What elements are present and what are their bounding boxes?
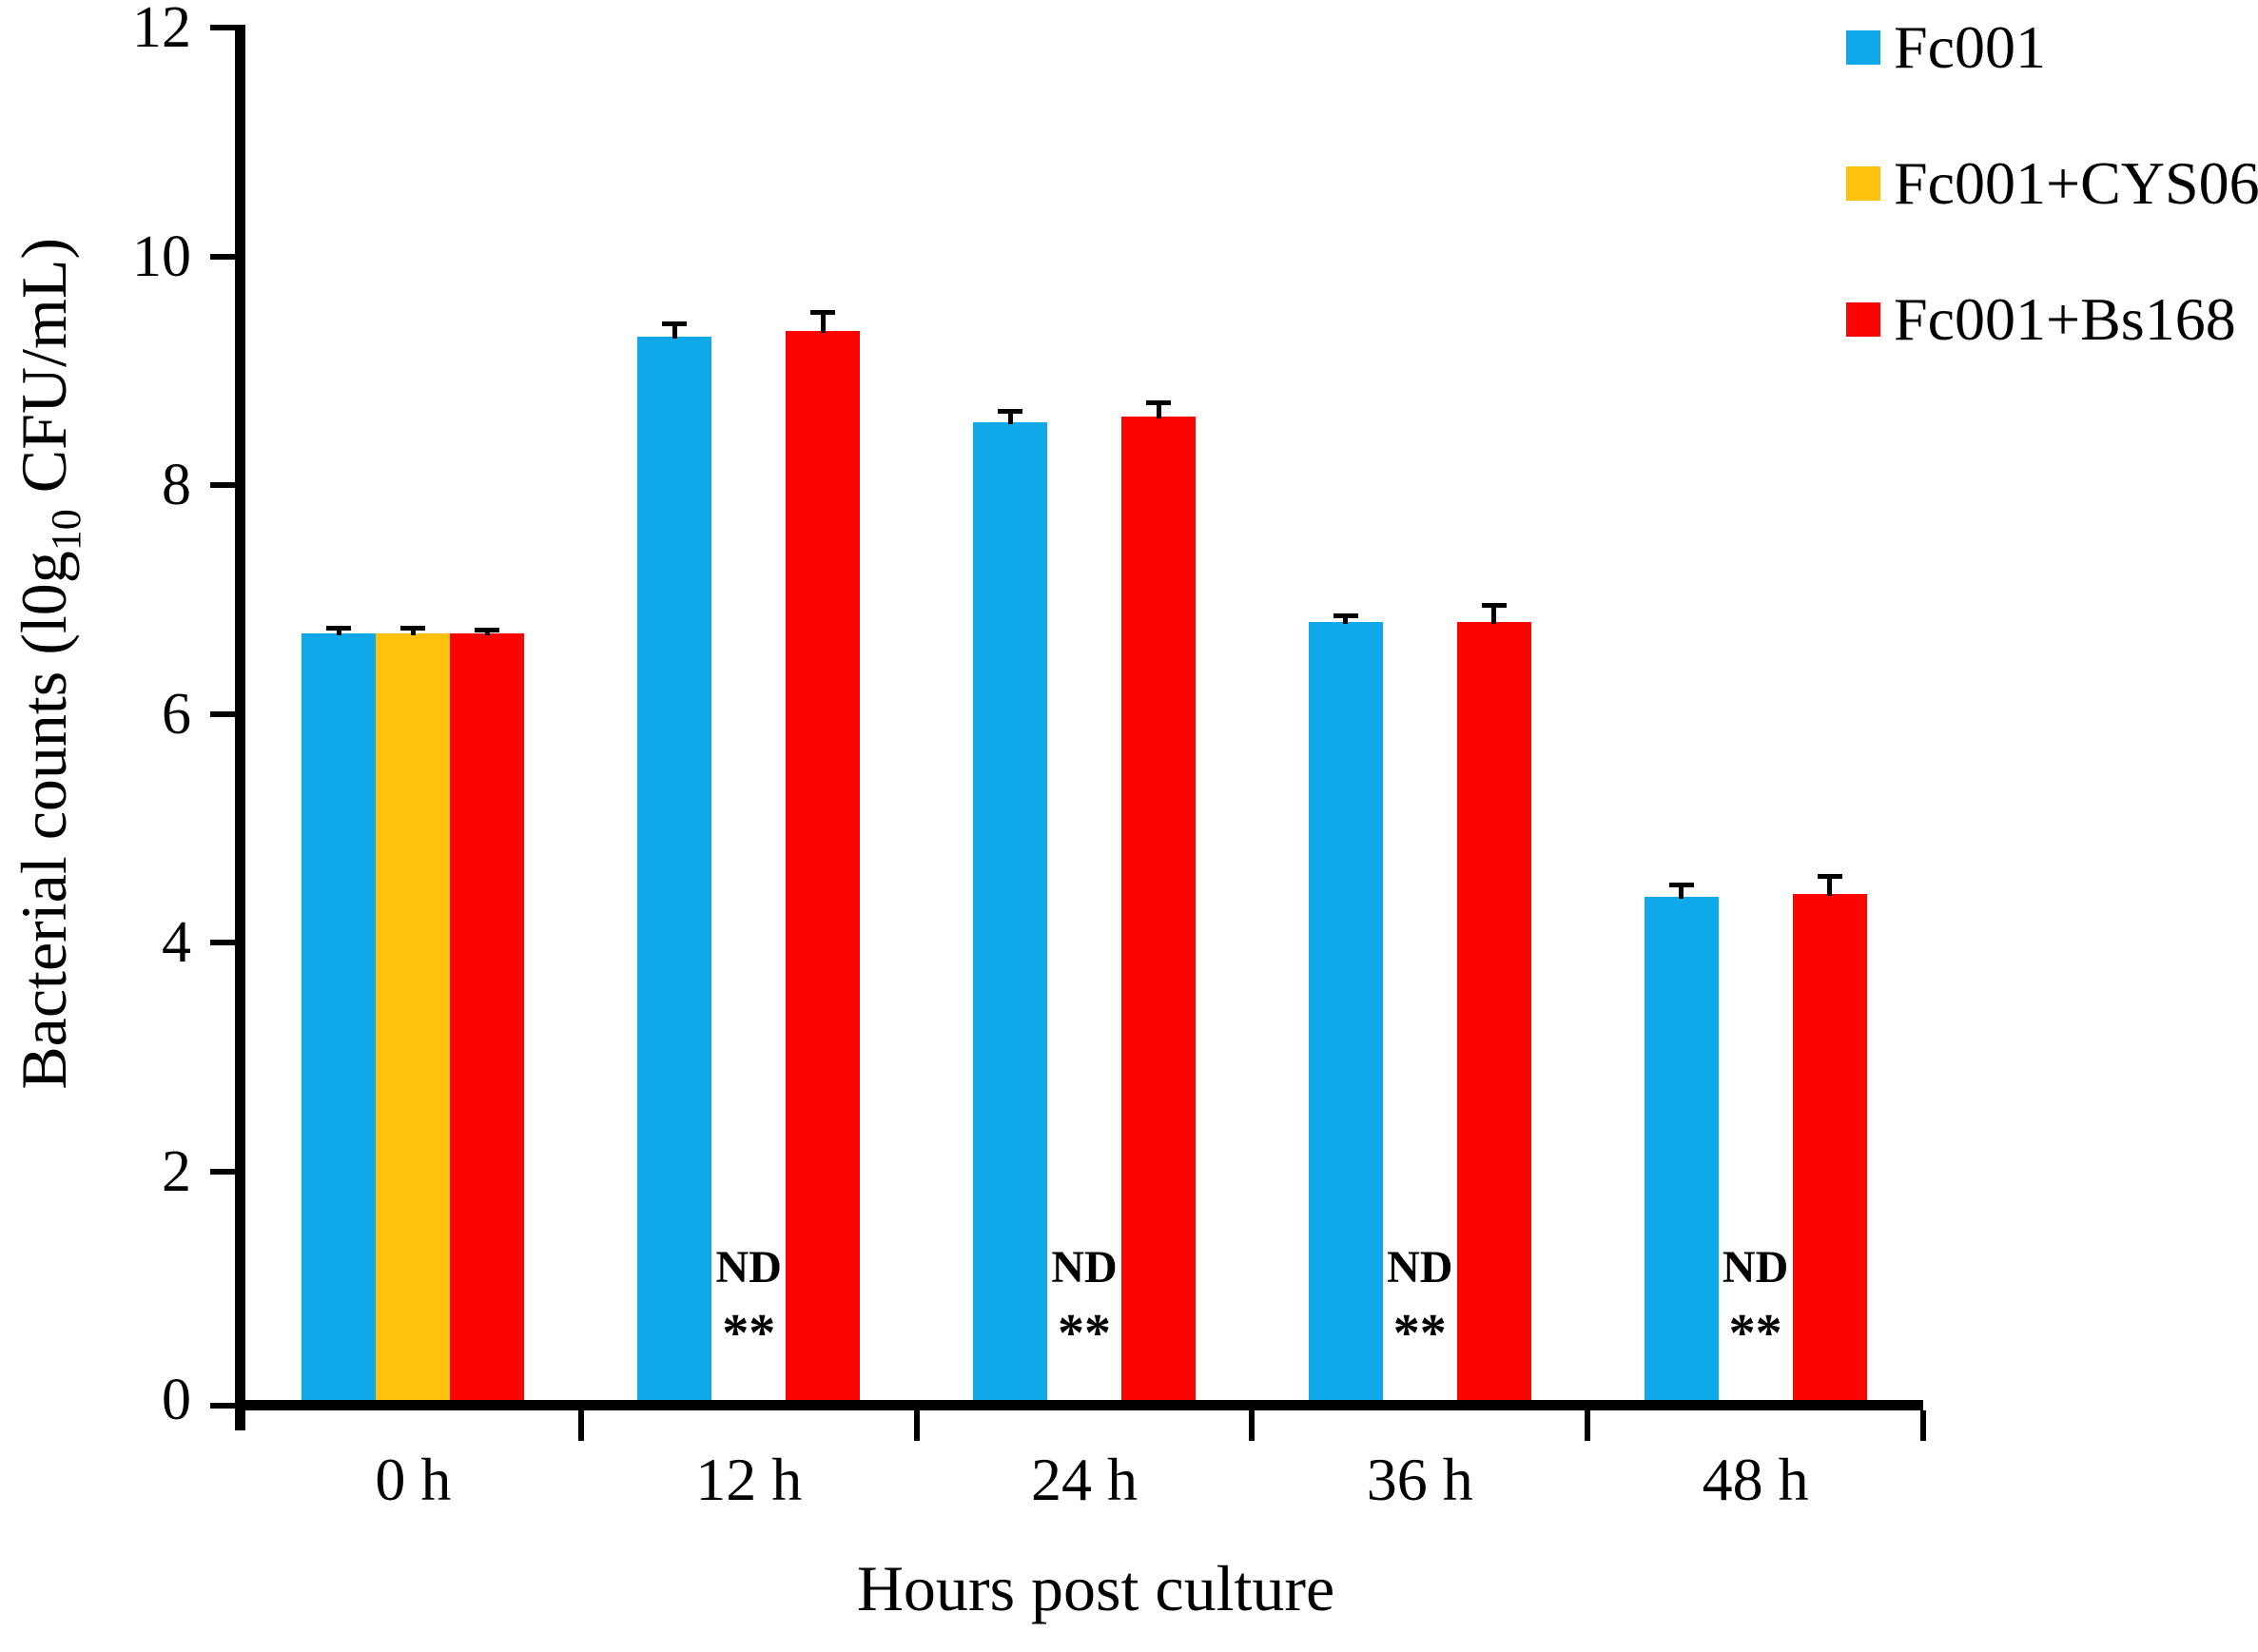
error-bar-cap <box>1481 603 1507 609</box>
legend-swatch-icon <box>1846 302 1880 337</box>
bar-Fc001-12 h <box>637 336 712 1400</box>
nd-annotation: ND <box>1722 1242 1789 1292</box>
error-bar-cap <box>810 310 836 316</box>
x-tick-label: 12 h <box>695 1446 803 1513</box>
error-bar-cap <box>475 627 500 632</box>
error-bar-cap <box>1668 882 1694 887</box>
significance-annotation: ** <box>722 1304 776 1363</box>
bar-Fc001-0 h <box>302 633 377 1400</box>
x-axis-title: Hours post culture <box>856 1552 1335 1624</box>
error-bar-whisker <box>672 323 677 339</box>
bar-Fc001+Bs168-0 h <box>450 633 525 1400</box>
error-bar-whisker <box>336 628 341 636</box>
y-axis-title-prefix: Bacterial counts (l0g <box>8 551 81 1090</box>
x-boundary-tick <box>577 1410 584 1441</box>
x-tick-label: 36 h <box>1366 1446 1473 1513</box>
x-tick-label: 48 h <box>1702 1446 1809 1513</box>
bar-Fc001+CYS06-0 h <box>376 633 451 1400</box>
x-boundary-tick <box>1249 1410 1256 1441</box>
y-tick <box>210 1168 235 1175</box>
y-tick-label: 8 <box>162 453 191 517</box>
y-tick <box>210 482 235 488</box>
y-axis-title-suffix: CFU/mL) <box>8 237 81 510</box>
error-bar-whisker <box>484 629 490 636</box>
error-bar-cap <box>998 408 1022 414</box>
bar-Fc001+Bs168-12 h <box>786 330 861 1400</box>
significance-annotation: ** <box>1058 1304 1111 1363</box>
x-boundary-tick <box>1585 1410 1591 1441</box>
y-tick-label: 2 <box>162 1138 191 1204</box>
y-tick <box>210 940 235 945</box>
y-axis-title: Bacterial counts (l0g10 CFU/mL) <box>8 0 101 1330</box>
error-bar-whisker <box>1007 410 1013 424</box>
bar-Fc001-48 h <box>1644 896 1719 1400</box>
y-axis-title-subscript: 10 <box>42 509 89 552</box>
error-bar-whisker <box>820 312 826 333</box>
y-tick <box>210 710 235 717</box>
y-tick-label: 0 <box>162 1368 191 1432</box>
error-bar-cap <box>326 626 352 632</box>
error-bar-cap <box>1146 400 1171 406</box>
bar-Fc001-24 h <box>973 421 1047 1400</box>
error-bar-cap <box>1817 874 1842 880</box>
x-tick-label: 0 h <box>375 1446 452 1513</box>
y-tick <box>210 253 235 260</box>
x-tick-label: 24 h <box>1031 1446 1138 1513</box>
y-tick <box>210 1402 235 1409</box>
error-bar-cap <box>662 321 688 327</box>
y-tick <box>210 25 235 30</box>
error-bar-cap <box>400 626 426 632</box>
y-tick-label: 12 <box>132 0 191 60</box>
error-bar-whisker <box>1156 402 1161 418</box>
error-bar-whisker <box>1827 876 1833 897</box>
legend-label: Fc001+CYS06 <box>1894 149 2258 217</box>
error-bar-whisker <box>410 628 416 636</box>
y-tick-label: 6 <box>162 681 191 747</box>
bar-Fc001+Bs168-48 h <box>1792 894 1867 1400</box>
significance-annotation: ** <box>1728 1304 1782 1363</box>
error-bar-cap <box>1333 613 1358 619</box>
significance-annotation: ** <box>1392 1304 1447 1363</box>
y-tick-label: 10 <box>132 224 191 289</box>
legend-swatch-icon <box>1846 166 1880 201</box>
x-boundary-tick <box>1920 1410 1926 1441</box>
nd-annotation: ND <box>1051 1242 1118 1292</box>
legend-label: Fc001+Bs168 <box>1894 285 2236 353</box>
bar-Fc001-36 h <box>1308 622 1383 1400</box>
x-axis-line <box>235 1400 1923 1410</box>
nd-annotation: ND <box>1387 1242 1453 1292</box>
x-boundary-tick <box>913 1410 920 1441</box>
bar-Fc001+Bs168-24 h <box>1121 416 1196 1400</box>
error-bar-whisker <box>1491 605 1497 625</box>
y-tick-label: 4 <box>162 910 191 975</box>
error-bar-whisker <box>1679 884 1684 899</box>
y-axis-line <box>235 25 245 1430</box>
legend-swatch-icon <box>1846 30 1880 65</box>
bar-Fc001+Bs168-36 h <box>1456 622 1531 1400</box>
legend-label: Fc001 <box>1894 13 2046 81</box>
nd-annotation: ND <box>715 1242 782 1292</box>
error-bar-whisker <box>1343 615 1349 625</box>
